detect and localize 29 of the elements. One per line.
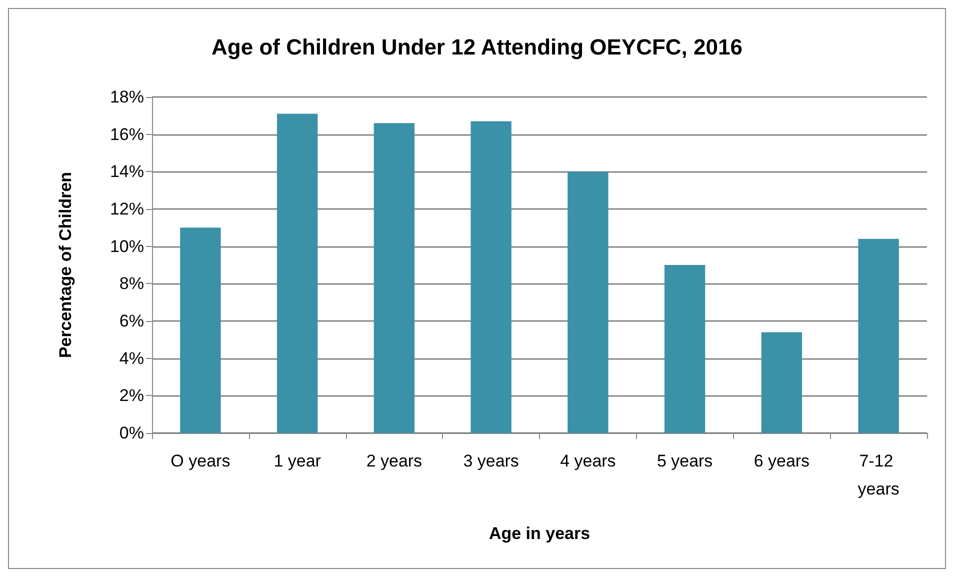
y-tick-label: 16% <box>110 124 144 144</box>
bar <box>374 123 415 433</box>
bar <box>568 172 608 433</box>
x-tick-label: 7-12 years <box>858 452 900 498</box>
y-tick-label: 14% <box>110 162 144 182</box>
x-tick-label: O years <box>170 452 230 470</box>
y-axis-title: Percentage of Children <box>56 172 75 358</box>
x-tick-label: 4 years <box>560 452 616 470</box>
y-tick-label: 18% <box>110 88 144 106</box>
y-tick-label: 2% <box>119 386 144 406</box>
bar <box>858 238 899 433</box>
bar <box>664 265 706 433</box>
y-tick-label: 12% <box>110 200 144 218</box>
x-tick-label: 6 years <box>754 452 810 470</box>
y-tick-label: 10% <box>110 236 144 256</box>
bar <box>276 114 318 433</box>
bar <box>470 121 512 433</box>
x-tick-label: 3 years <box>463 452 519 470</box>
chart-title: Age of Children Under 12 Attending OEYCFC, 2016 <box>212 34 742 60</box>
y-tick-label: 4% <box>119 348 144 368</box>
y-tick-label: 6% <box>119 312 144 330</box>
x-tick-label: 2 years <box>366 452 422 470</box>
bar <box>180 228 221 433</box>
x-axis-title: Age in years <box>488 524 590 543</box>
y-tick-label: 0% <box>119 424 144 442</box>
bar <box>761 332 802 433</box>
x-tick-label: 5 years <box>656 452 713 470</box>
x-tick-label: 1 year <box>274 452 322 470</box>
y-tick-label: 8% <box>119 274 144 294</box>
